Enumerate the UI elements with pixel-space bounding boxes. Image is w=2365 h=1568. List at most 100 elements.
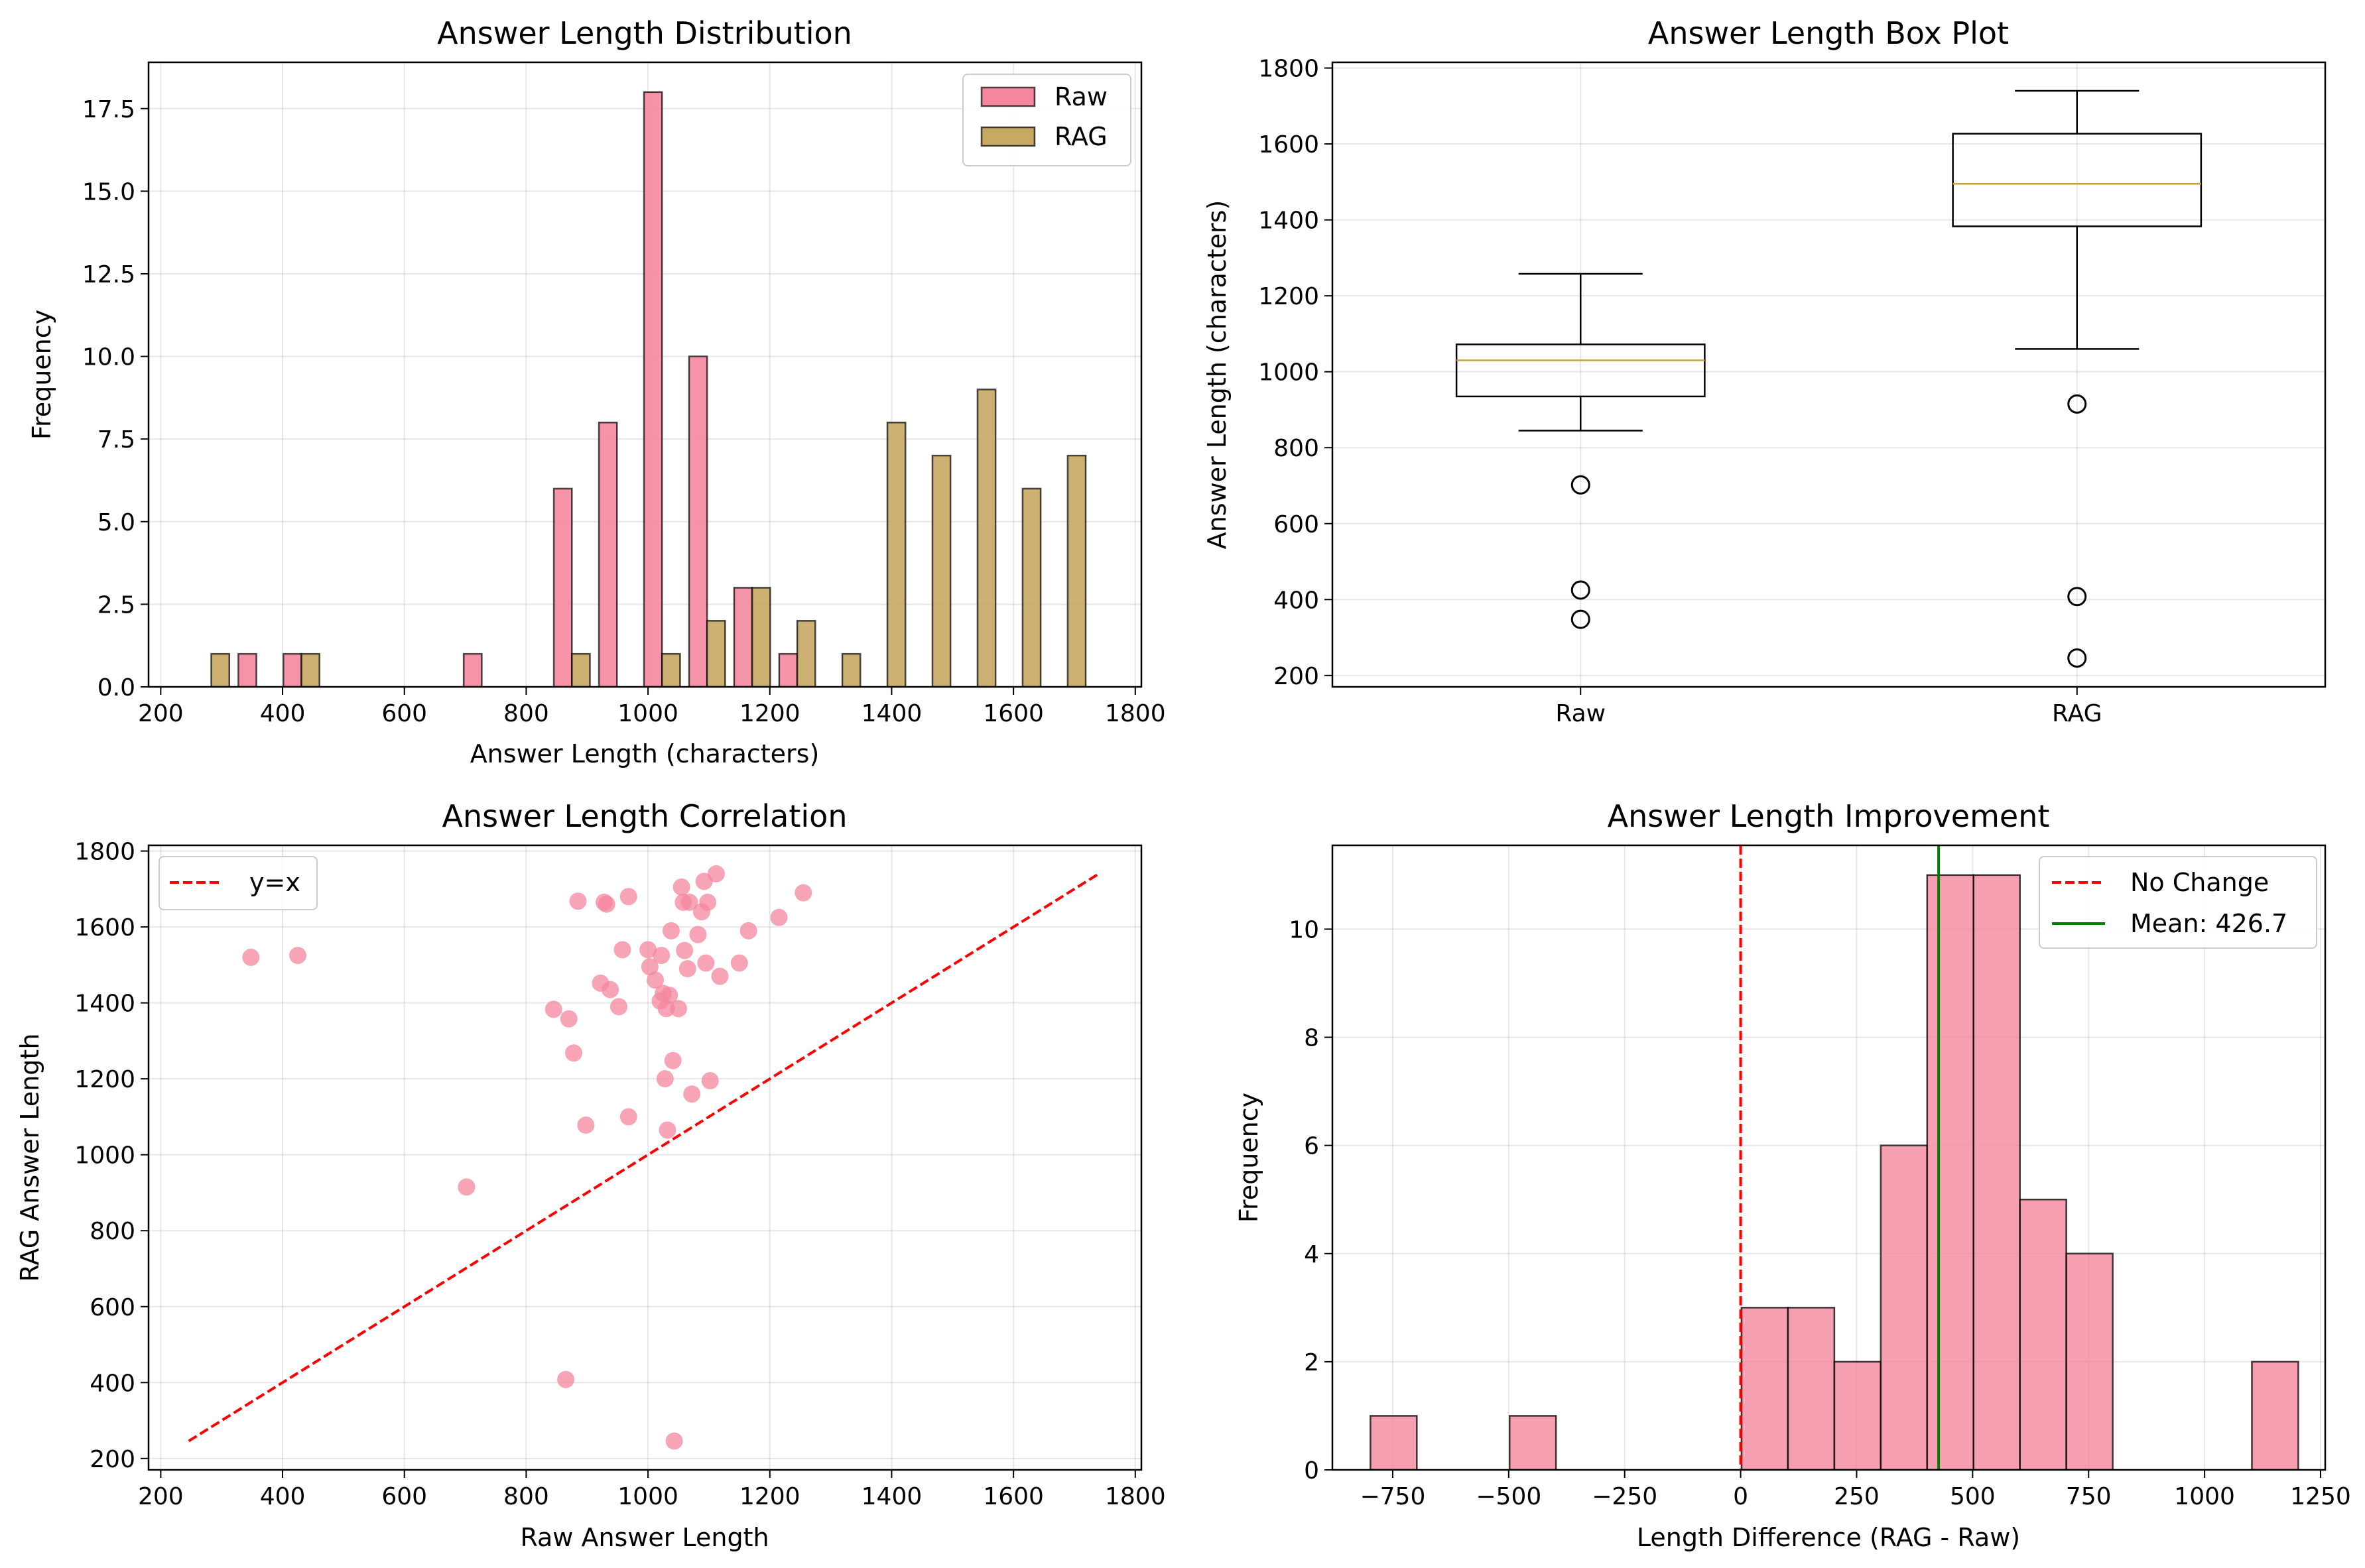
y-tick-label: 12.5 xyxy=(82,261,135,288)
y-tick-label: 15.0 xyxy=(82,178,135,206)
y-tick-label: 0.0 xyxy=(97,674,135,701)
outlier-point xyxy=(1570,580,1590,600)
legend-label-raw: Raw xyxy=(1055,82,1108,111)
y-tick-label: 1600 xyxy=(74,914,135,941)
scatter-point xyxy=(289,947,307,965)
scatter-point xyxy=(701,1072,719,1090)
bar-raw xyxy=(237,652,257,687)
ticks: 200 400 600 800 1000 1200 1400 1600 1800 200 400 60… xyxy=(74,839,1165,1510)
scatter-point xyxy=(711,967,729,985)
bar-rag xyxy=(841,652,862,687)
bar-rag xyxy=(1066,454,1087,687)
bars xyxy=(210,91,1087,687)
y-tick-label: 1800 xyxy=(74,839,135,866)
scatter-point xyxy=(577,1116,595,1134)
scatter-point xyxy=(656,1070,674,1088)
x-tick-label: 750 xyxy=(2066,1483,2112,1510)
bar-raw xyxy=(283,652,302,687)
legend-label-mean: Mean: 426.7 xyxy=(2130,909,2287,938)
outlier-point xyxy=(2067,394,2087,414)
legend-box xyxy=(159,856,318,910)
histogram-bar xyxy=(2019,1198,2067,1470)
axes-frame xyxy=(147,844,1143,1471)
y-tick-label: 1000 xyxy=(1258,359,1319,387)
gridlines xyxy=(149,845,1141,1470)
x-tick-label: 500 xyxy=(1950,1483,1996,1510)
x-tick-label: 1800 xyxy=(1105,700,1166,727)
legend-swatch-raw xyxy=(980,86,1036,107)
scatter-point xyxy=(707,865,725,882)
plot-area xyxy=(1332,62,2325,687)
y-tick-label: 17.5 xyxy=(82,96,135,123)
scatter-point xyxy=(641,958,659,976)
scatter-point xyxy=(565,1044,583,1062)
scatter-points xyxy=(188,865,1100,1450)
outlier-point xyxy=(2067,648,2087,668)
bar-rag xyxy=(210,652,231,687)
scatter-point xyxy=(672,878,690,896)
chart-title: Answer Length Improvement xyxy=(1608,798,2050,834)
scatter-point xyxy=(739,922,757,939)
panel-answer-length-distribution: 0.0 2.5 5.0 7.5 10.0 12.5 15.0 17.5 200 400 600 800… xyxy=(27,15,1166,768)
scatter-point xyxy=(670,1000,688,1018)
x-tick-label: 1400 xyxy=(862,1483,923,1510)
scatter-point xyxy=(662,922,680,939)
x-tick-label: 400 xyxy=(260,700,306,727)
y-tick-label: 5.0 xyxy=(97,509,135,536)
ticks: 200 400 600 800 1000 1200 1400 1600 1800 Raw RAG xyxy=(1258,56,2102,727)
bars xyxy=(1370,845,2299,1470)
reference-line-y-equals-x xyxy=(188,873,1100,1443)
x-tick-label: 1400 xyxy=(862,700,923,727)
legend: No Change Mean: 426.7 xyxy=(2039,856,2317,949)
scatter-point xyxy=(676,941,694,959)
bar-raw xyxy=(552,487,573,687)
bar-raw xyxy=(462,652,483,687)
x-axis-label: Raw Answer Length xyxy=(520,1523,769,1552)
outlier-point xyxy=(1570,609,1590,629)
bar-raw xyxy=(598,422,618,687)
y-tick-label: 1800 xyxy=(1258,56,1319,83)
histogram-bar xyxy=(1880,1144,1929,1470)
y-tick-label: 1400 xyxy=(74,991,135,1018)
y-tick-label: 2 xyxy=(1304,1349,1319,1376)
histogram-bar xyxy=(1508,1415,1557,1470)
panel-answer-length-correlation: 200 400 600 800 1000 1200 1400 1600 1800 200 400 60… xyxy=(15,798,1166,1552)
y-tick-label: 1200 xyxy=(74,1066,135,1093)
ticks: 0.0 2.5 5.0 7.5 10.0 12.5 15.0 17.5 200 400 600 800… xyxy=(82,96,1166,727)
bar-rag xyxy=(571,652,591,687)
outlier-point xyxy=(1570,475,1590,495)
histogram-bar xyxy=(1926,874,1975,1470)
x-tick-label: −500 xyxy=(1476,1483,1541,1510)
y-tick-label: 800 xyxy=(1273,435,1319,462)
bar-raw xyxy=(778,652,799,687)
legend: y=x xyxy=(159,856,318,910)
y-tick-label: 6 xyxy=(1304,1133,1319,1160)
scatter-point xyxy=(661,987,678,1004)
ticks: 0 2 4 6 8 10 −750 −500 −250 0 250 500 750 1000 1250 xyxy=(1289,916,2351,1510)
scatter-point xyxy=(699,893,717,911)
y-axis-label: Frequency xyxy=(1234,1093,1263,1223)
panel-answer-length-improvement: 0 2 4 6 8 10 −750 −500 −250 0 250 500 750 1000 1250 An… xyxy=(1234,798,2351,1552)
bar-rag xyxy=(300,652,320,687)
x-tick-label: 0 xyxy=(1733,1483,1748,1510)
bar-rag xyxy=(706,620,726,687)
x-tick-label: 1600 xyxy=(983,700,1044,727)
legend-label-rag: RAG xyxy=(1055,122,1108,151)
bar-rag xyxy=(796,620,816,687)
y-tick-label: 600 xyxy=(90,1294,135,1321)
scatter-point xyxy=(730,954,748,972)
y-tick-label: 1200 xyxy=(1258,283,1319,310)
x-tick-label: 600 xyxy=(381,700,427,727)
x-tick-label: 800 xyxy=(503,700,549,727)
x-axis-label: Answer Length (characters) xyxy=(470,739,820,768)
x-tick-label: 1600 xyxy=(983,1483,1044,1510)
scatter-point xyxy=(665,1432,683,1450)
y-tick-label: 600 xyxy=(1273,511,1319,538)
bar-raw xyxy=(643,91,663,687)
x-tick-label: 600 xyxy=(381,1483,427,1510)
y-tick-label: 4 xyxy=(1304,1241,1319,1268)
y-tick-label: 10.0 xyxy=(82,344,135,371)
y-tick-label: 0 xyxy=(1304,1457,1319,1484)
scatter-point xyxy=(653,947,671,965)
